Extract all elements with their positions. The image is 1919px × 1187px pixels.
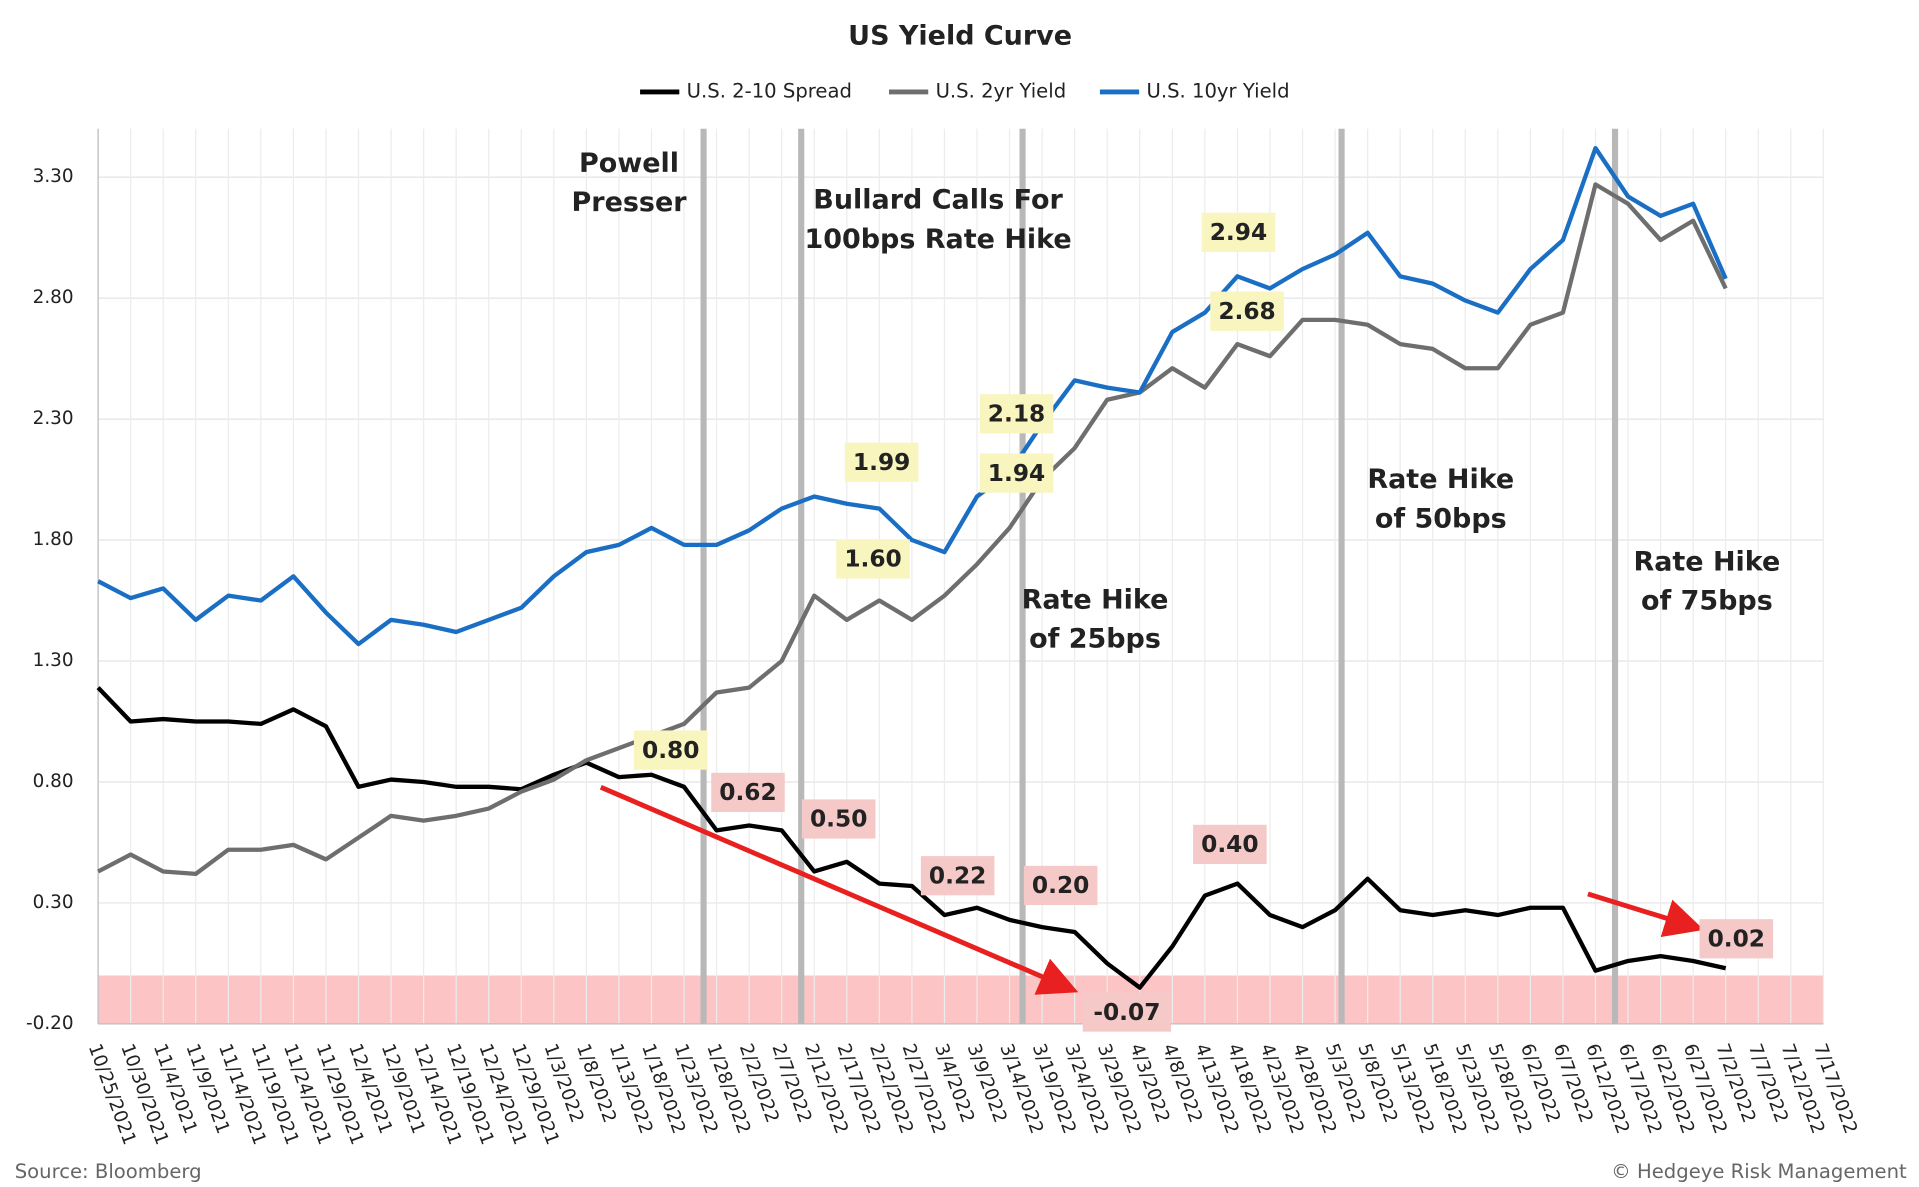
event-label: of 25bps <box>1029 624 1161 655</box>
callout-label: 0.02 <box>1708 926 1765 953</box>
events <box>700 128 1619 1024</box>
y-tick-label: 0.80 <box>33 771 74 792</box>
callout-box <box>1082 992 1172 1032</box>
event-label: 100bps Rate Hike <box>804 224 1071 255</box>
callout-label: 2.68 <box>1218 298 1275 325</box>
callout-label: 0.50 <box>810 806 867 833</box>
event-label: of 50bps <box>1375 503 1507 534</box>
callout-box <box>1201 212 1276 252</box>
y-tick-label: 2.80 <box>33 287 74 308</box>
callout-box <box>979 394 1054 434</box>
copyright: © Hedgeye Risk Management <box>1611 1160 1907 1183</box>
legend: U.S. 2-10 Spread U.S. 2yr Yield U.S. 10yr … <box>640 79 1290 102</box>
event-label: Powell <box>579 148 679 179</box>
negative-zone <box>98 975 1824 1024</box>
callout-box <box>1699 919 1774 959</box>
trend-arrow <box>1587 891 1704 938</box>
callout-label: 0.62 <box>719 779 776 806</box>
callout-label: 2.94 <box>1210 219 1267 246</box>
series-line <box>97 182 1728 877</box>
event-label: Presser <box>572 187 688 218</box>
lines <box>96 145 1728 990</box>
plot-background <box>98 975 1824 1024</box>
callout-box <box>1210 291 1284 331</box>
legend-label: U.S. 2yr Yield <box>936 79 1067 102</box>
y-tick-label: 1.80 <box>33 529 74 550</box>
event-label: Rate Hike <box>1022 584 1169 615</box>
y-tick-label: 1.30 <box>33 650 74 671</box>
event-label: Rate Hike <box>1367 464 1514 495</box>
y-tick-label: -0.20 <box>26 1013 74 1034</box>
callout-box <box>844 442 919 482</box>
event-label: Bullard Calls For <box>813 185 1063 216</box>
callout-box <box>920 856 995 896</box>
callout-label: 1.60 <box>844 546 901 573</box>
series-line <box>96 686 1727 990</box>
callout-box <box>836 539 910 579</box>
y-tick-label: 2.30 <box>33 408 74 429</box>
event-label: of 75bps <box>1641 586 1773 617</box>
callout-label: 0.80 <box>642 737 699 764</box>
callout-box <box>1193 824 1267 865</box>
arrows <box>599 784 1704 995</box>
chart-title: US Yield Curve <box>848 20 1072 51</box>
callout-label: 2.18 <box>988 401 1045 428</box>
source: Source: Bloomberg <box>15 1160 202 1183</box>
trend-arrow <box>599 784 1079 995</box>
callout-box <box>1023 865 1098 906</box>
callout-box <box>801 799 876 839</box>
callout-label: 1.94 <box>988 460 1045 487</box>
callout-box <box>633 730 708 770</box>
series-line <box>97 145 1728 647</box>
event-label: Rate Hike <box>1633 546 1780 577</box>
callout-label: 0.40 <box>1201 831 1258 858</box>
callout-box <box>979 453 1054 493</box>
callout-box <box>711 772 785 813</box>
callout-label: 0.20 <box>1032 872 1089 899</box>
callout-label: 1.99 <box>853 449 910 476</box>
y-tick-label: 0.30 <box>33 892 74 913</box>
y-tick-label: 3.30 <box>33 166 74 187</box>
legend-label: U.S. 2-10 Spread <box>687 79 852 102</box>
labels: Powell Presser Bullard Calls For 100bps Rat… <box>572 148 1780 1032</box>
callout-label: 0.22 <box>929 862 986 889</box>
callout-label: -0.07 <box>1093 999 1160 1026</box>
legend-label: U.S. 10yr Yield <box>1146 79 1289 102</box>
